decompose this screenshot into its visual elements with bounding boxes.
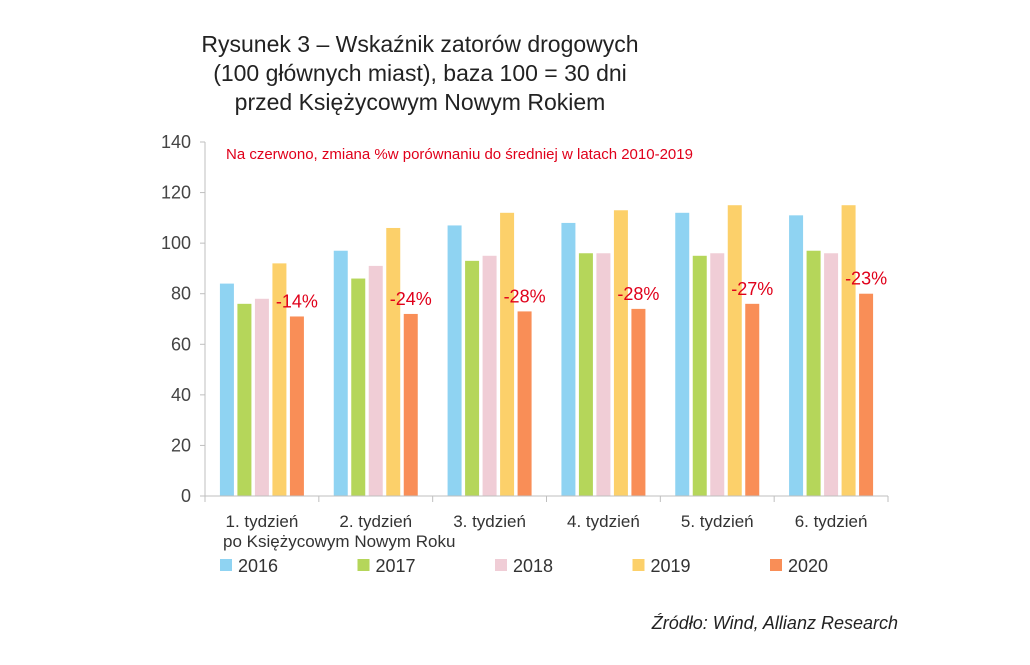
bar-2016 <box>561 222 576 496</box>
legend: 2016 2017 2018 2019 2020 <box>220 556 828 576</box>
bar-2016 <box>447 225 462 496</box>
annotations: -14% -24% -28% -28% -27% -23% <box>276 269 887 312</box>
y-tick-label: 40 <box>171 385 191 405</box>
bar-2020 <box>631 308 646 496</box>
bar-2016 <box>333 250 348 496</box>
category-label: 4. tydzień <box>567 512 640 531</box>
y-tick-label: 20 <box>171 435 191 455</box>
bar-2018 <box>254 298 269 496</box>
chart-title-line-1: Rysunek 3 – Wskaźnik zatorów drogowych <box>201 31 638 57</box>
bar-2016 <box>219 283 234 496</box>
y-axis: 0 20 40 60 80 100 120 140 <box>161 132 206 506</box>
change-annotation: -27% <box>731 279 773 299</box>
category-label: 1. tydzień <box>226 512 299 531</box>
legend-item-2018: 2018 <box>495 556 553 576</box>
bar-2018 <box>368 265 383 496</box>
bar-2017 <box>806 250 821 496</box>
chart-note: Na czerwono, zmiana %w porównaniu do śre… <box>226 146 693 163</box>
bar-2018 <box>482 255 497 496</box>
legend-label: 2016 <box>238 556 278 576</box>
bar-2020 <box>859 293 874 496</box>
y-tick-label: 60 <box>171 334 191 354</box>
source-note: Źródło: Wind, Allianz Research <box>651 613 898 633</box>
bar-2017 <box>692 255 707 496</box>
legend-label: 2019 <box>651 556 691 576</box>
legend-swatch <box>770 559 782 571</box>
chart-title: Rysunek 3 – Wskaźnik zatorów drogowych (… <box>201 31 638 115</box>
bar-2019 <box>841 205 856 496</box>
chart-title-line-2: (100 głównych miast), baza 100 = 30 dni <box>213 60 627 86</box>
bar-2019 <box>727 205 742 496</box>
category-label: 3. tydzień <box>453 512 526 531</box>
bar-2016 <box>789 215 804 497</box>
legend-item-2019: 2019 <box>632 556 691 576</box>
legend-swatch <box>357 559 370 571</box>
bar-2018 <box>710 253 725 496</box>
legend-item-2017: 2017 <box>357 556 416 576</box>
y-tick-label: 100 <box>161 233 191 253</box>
bar-2019 <box>272 263 287 496</box>
change-annotation: -24% <box>390 289 432 309</box>
bar-2017 <box>465 260 480 496</box>
legend-item-2016: 2016 <box>220 556 278 576</box>
change-annotation: -28% <box>504 286 546 306</box>
legend-item-2020: 2020 <box>770 556 828 576</box>
legend-swatch <box>495 559 507 571</box>
x-axis: 1. tydzień 2. tydzień 3. tydzień 4. tydzień… <box>204 495 889 531</box>
x-axis-label: po Księżycowym Nowym Roku <box>223 532 455 551</box>
bar-2020 <box>289 316 304 496</box>
change-annotation: -14% <box>276 291 318 311</box>
bar-2019 <box>613 210 628 496</box>
y-tick-label: 0 <box>181 486 191 506</box>
bar-2018 <box>824 253 839 496</box>
y-tick-label: 140 <box>161 132 191 152</box>
bar-2019 <box>500 212 515 497</box>
legend-label: 2018 <box>513 556 553 576</box>
legend-swatch <box>632 559 645 571</box>
change-annotation: -28% <box>617 284 659 304</box>
category-label: 2. tydzień <box>339 512 412 531</box>
legend-label: 2017 <box>376 556 416 576</box>
chart-title-line-3: przed Księżycowym Nowym Rokiem <box>235 89 606 115</box>
legend-swatch <box>220 559 232 571</box>
bar-2016 <box>675 212 690 497</box>
legend-label: 2020 <box>788 556 828 576</box>
bars <box>219 205 874 497</box>
bar-2020 <box>403 313 418 496</box>
category-label: 5. tydzień <box>681 512 754 531</box>
bar-2017 <box>578 253 593 496</box>
bar-2020 <box>745 303 760 496</box>
y-tick-label: 80 <box>171 284 191 304</box>
y-tick-label: 120 <box>161 183 191 203</box>
category-label: 6. tydzień <box>795 512 868 531</box>
change-annotation: -23% <box>845 269 887 289</box>
bar-2017 <box>237 303 252 496</box>
bar-2020 <box>517 311 532 496</box>
bar-2017 <box>351 278 366 496</box>
bar-2018 <box>596 253 611 496</box>
bar-2019 <box>386 227 401 496</box>
